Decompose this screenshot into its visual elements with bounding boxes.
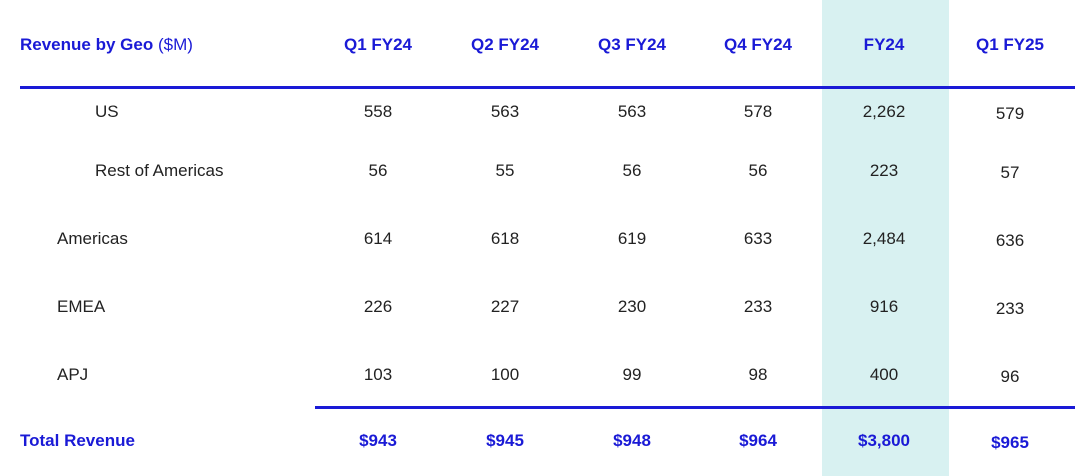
highlight-column [822, 0, 949, 476]
title: Revenue by Geo [20, 35, 154, 54]
value: 916 [869, 297, 899, 316]
column-header: Q4 FY24 [723, 35, 793, 54]
value: 223 [869, 161, 899, 180]
value: 558 [363, 102, 393, 121]
value: 227 [490, 297, 520, 316]
value: 633 [743, 229, 773, 248]
row-label: US [95, 102, 119, 121]
total-label: Total Revenue [20, 431, 135, 450]
value: 2,484 [862, 229, 906, 248]
value: 636 [995, 231, 1025, 250]
value: 226 [363, 297, 393, 316]
row-label: EMEA [57, 297, 106, 316]
value: 56 [748, 161, 768, 180]
column-header: FY24 [863, 35, 905, 54]
column-header: Q3 FY24 [597, 35, 667, 54]
value: 98 [748, 365, 768, 384]
value: 55 [495, 161, 515, 180]
value: 2,262 [862, 102, 906, 121]
column-header: Q2 FY24 [470, 35, 540, 54]
value: 400 [869, 365, 899, 384]
total-value: $3,800 [858, 431, 910, 450]
value: 618 [490, 229, 520, 248]
total-value: $943 [359, 431, 397, 450]
table-title: Revenue by Geo ($M) [20, 35, 193, 55]
total-value: $948 [613, 431, 651, 450]
value: 56 [622, 161, 642, 180]
header-rule [20, 86, 1075, 89]
row-label: Americas [57, 229, 128, 248]
row-label: Rest of Americas [95, 161, 224, 180]
value: 103 [363, 365, 393, 384]
value: 56 [368, 161, 388, 180]
value: 230 [617, 297, 647, 316]
total-value: $965 [991, 433, 1029, 452]
value: 563 [490, 102, 520, 121]
total-rule [315, 406, 1075, 409]
value: 233 [743, 297, 773, 316]
value: 578 [743, 102, 773, 121]
column-header: Q1 FY24 [343, 35, 413, 54]
value: 619 [617, 229, 647, 248]
value: 99 [622, 365, 642, 384]
unit: ($M) [157, 35, 193, 54]
value: 563 [617, 102, 647, 121]
value: 614 [363, 229, 393, 248]
value: 57 [1000, 163, 1020, 182]
value: 233 [995, 299, 1025, 318]
column-header: Q1 FY25 [975, 35, 1045, 54]
value: 579 [995, 104, 1025, 123]
value: 100 [490, 365, 520, 384]
row-label: APJ [57, 365, 89, 384]
value: 96 [1000, 367, 1020, 386]
total-value: $945 [486, 431, 524, 450]
total-value: $964 [739, 431, 777, 450]
